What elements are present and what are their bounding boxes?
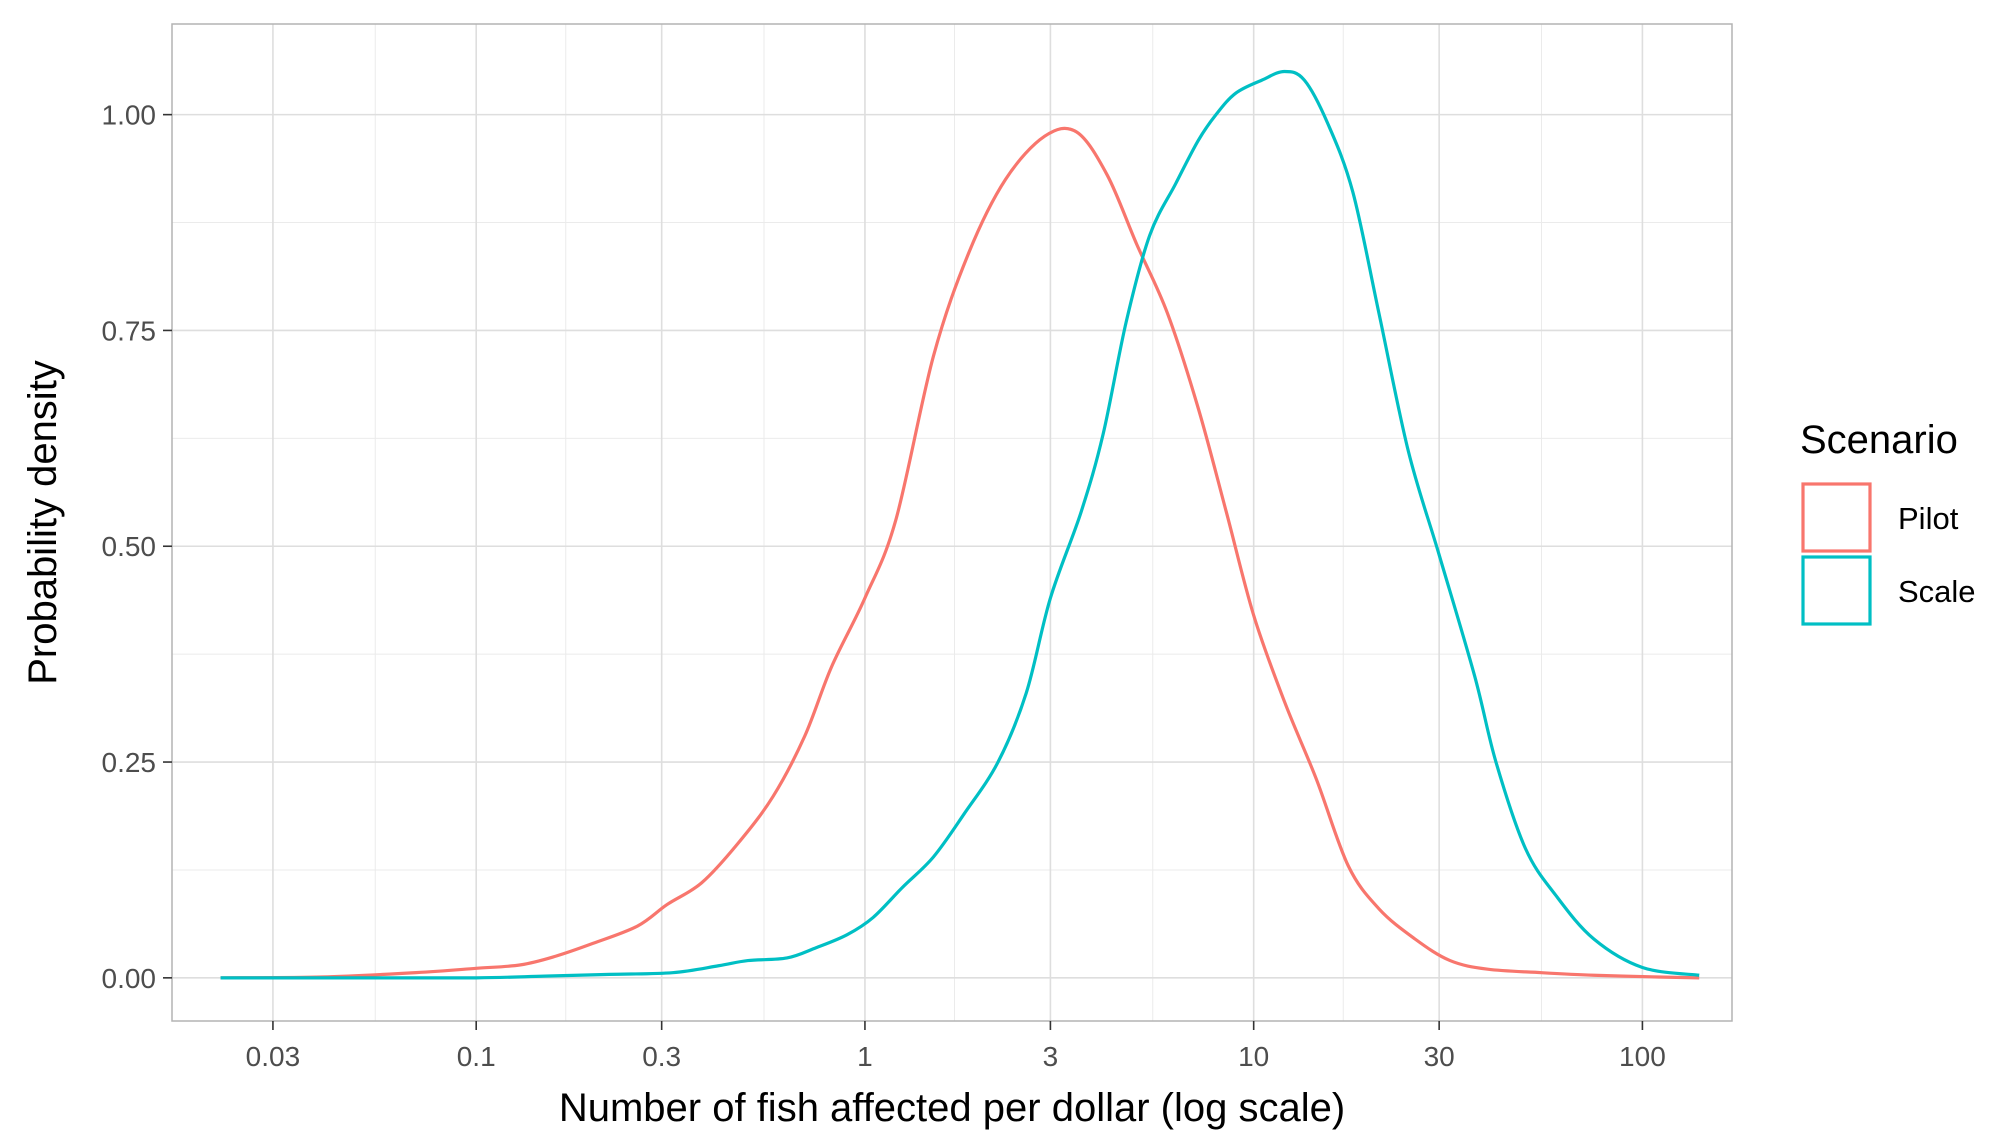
series-lines — [220, 69, 1700, 980]
grid-layer — [172, 24, 1732, 1021]
x-tick-label: 1 — [857, 1041, 873, 1072]
series-line-scale — [220, 69, 1700, 980]
axis-ticks — [163, 113, 1644, 1030]
y-tick-label: 1.00 — [102, 100, 157, 131]
x-axis-title: Number of fish affected per dollar (log … — [559, 1086, 1345, 1130]
legend-key-scale — [1801, 555, 1872, 626]
y-tick-label: 0.25 — [102, 747, 157, 778]
legend-key-pilot — [1801, 482, 1872, 553]
x-tick-label: 0.3 — [642, 1041, 681, 1072]
legend-label-scale: Scale — [1898, 574, 1976, 609]
legend-title: Scenario — [1800, 418, 1958, 462]
plot-panel-border — [171, 23, 1733, 1022]
legend-label-pilot: Pilot — [1898, 501, 1959, 536]
x-axis-tick-labels: 0.03 0.1 0.3 1 3 10 30 100 — [246, 1041, 1666, 1072]
y-tick-label: 0.00 — [102, 963, 157, 994]
y-axis-tick-labels: 0.00 0.25 0.50 0.75 1.00 — [102, 100, 157, 994]
x-tick-label: 0.03 — [246, 1041, 301, 1072]
legend: Scenario Pilot Scale — [1800, 418, 1976, 626]
y-tick-label: 0.75 — [102, 315, 157, 346]
x-tick-label: 100 — [1619, 1041, 1666, 1072]
series-line-pilot — [220, 126, 1700, 980]
x-tick-label: 3 — [1043, 1041, 1059, 1072]
x-tick-label: 30 — [1424, 1041, 1455, 1072]
y-tick-label: 0.50 — [102, 531, 157, 562]
x-tick-label: 0.1 — [457, 1041, 496, 1072]
y-axis-title: Probability density — [21, 360, 65, 685]
x-tick-label: 10 — [1238, 1041, 1269, 1072]
legend-items: Pilot Scale — [1801, 482, 1976, 626]
